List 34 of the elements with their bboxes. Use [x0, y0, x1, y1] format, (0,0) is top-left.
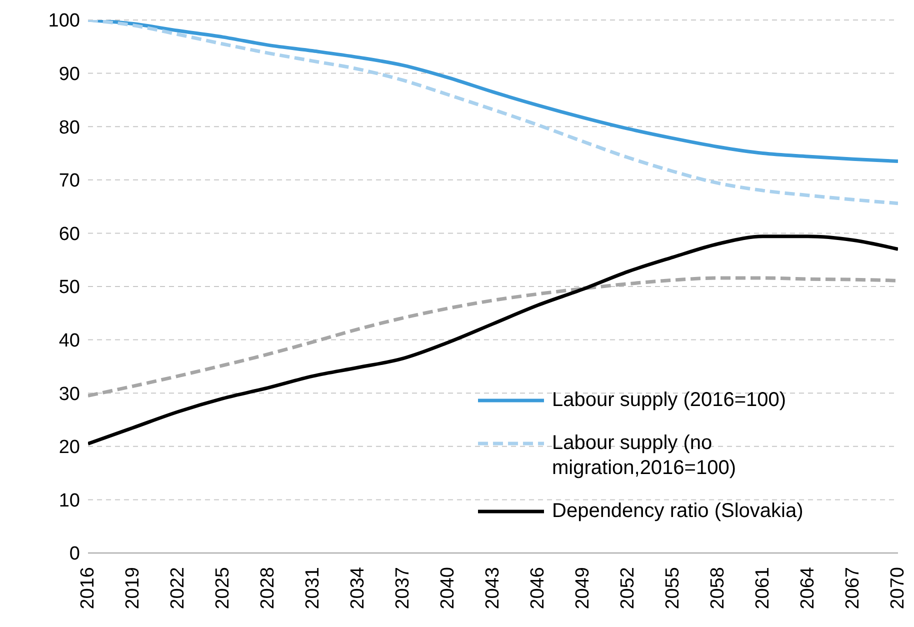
x-tick-label: 2025	[212, 567, 234, 610]
x-tick-label: 2061	[752, 567, 774, 610]
x-tick-label: 2046	[528, 567, 548, 610]
y-tick-label: 30	[58, 384, 80, 405]
x-tick-label: 2043	[482, 567, 504, 610]
y-tick-label: 0	[69, 544, 80, 565]
line-series	[88, 20, 898, 206]
x-tick-label: 2031	[302, 567, 324, 610]
x-tick-label: 2037	[392, 567, 414, 610]
x-tick-label: 2070	[888, 567, 908, 610]
y-tick-label: 40	[58, 330, 80, 352]
x-tick-label: 2058	[708, 567, 728, 610]
y-tick-label: 80	[58, 117, 80, 138]
y-tick-label: 100	[48, 10, 80, 32]
x-tick-label: 2052	[618, 567, 638, 610]
y-tick-label: 10	[58, 490, 80, 512]
legend-label: Labour supply (2016=100)	[552, 388, 786, 413]
y-tick-label: 90	[58, 64, 80, 86]
x-tick-label: 2016	[78, 567, 98, 610]
x-tick-label: 2064	[798, 566, 818, 610]
x-tick-label: 2049	[572, 567, 594, 610]
x-tick-label: 2067	[842, 567, 864, 610]
y-tick-label: 70	[58, 170, 80, 192]
x-tick-label: 2028	[258, 567, 278, 610]
x-tick-label: 2019	[122, 567, 144, 610]
x-tick-label: 2040	[438, 567, 458, 610]
x-tick-label: 2034	[348, 566, 368, 610]
legend-label: Labour supply (no migration,2016=100)	[552, 431, 738, 481]
legend-label: Dependency ratio (Slovakia)	[552, 499, 804, 524]
y-tick-label: 60	[58, 224, 80, 245]
y-tick-label: 50	[58, 277, 80, 298]
y-tick-label: 20	[58, 437, 80, 458]
x-tick-label: 2022	[168, 567, 188, 610]
x-tick-label: 2055	[662, 567, 684, 610]
